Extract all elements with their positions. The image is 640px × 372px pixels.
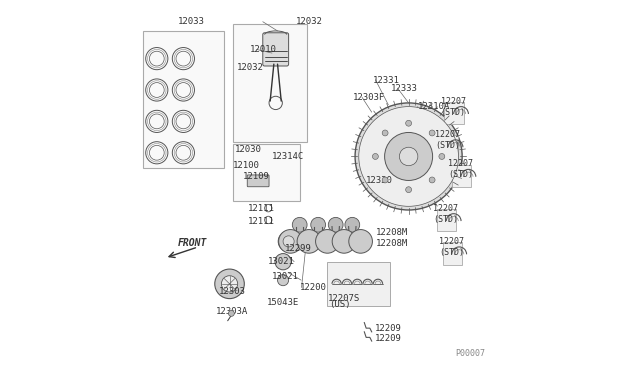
Circle shape <box>316 230 339 253</box>
Text: FRONT: FRONT <box>178 238 207 248</box>
FancyBboxPatch shape <box>247 175 269 187</box>
Text: 12207: 12207 <box>435 130 460 139</box>
Circle shape <box>429 177 435 183</box>
Circle shape <box>292 217 307 232</box>
Text: 12208M: 12208M <box>376 228 408 237</box>
Text: 12333: 12333 <box>391 84 418 93</box>
Text: 12207: 12207 <box>448 159 473 169</box>
Text: (US): (US) <box>329 300 351 309</box>
Text: (STD): (STD) <box>433 215 458 224</box>
Text: 12207S: 12207S <box>328 294 360 303</box>
FancyBboxPatch shape <box>452 165 471 187</box>
Circle shape <box>278 275 289 286</box>
Text: 12109: 12109 <box>243 172 269 181</box>
Circle shape <box>332 230 356 253</box>
Circle shape <box>399 147 418 166</box>
Text: 12100: 12100 <box>233 161 260 170</box>
Text: 12314C: 12314C <box>272 152 304 161</box>
Text: (STD): (STD) <box>439 248 464 257</box>
Circle shape <box>345 217 360 232</box>
FancyBboxPatch shape <box>233 23 307 142</box>
Text: (STD): (STD) <box>441 108 466 117</box>
Circle shape <box>372 154 378 160</box>
Circle shape <box>439 154 445 160</box>
Text: 12111: 12111 <box>248 217 275 225</box>
Circle shape <box>228 310 234 316</box>
Circle shape <box>275 254 291 270</box>
Text: 13021: 13021 <box>268 257 295 266</box>
Text: 12207: 12207 <box>433 203 458 213</box>
Text: 12209: 12209 <box>374 324 401 333</box>
Circle shape <box>355 103 462 210</box>
Text: (STD): (STD) <box>448 170 473 179</box>
Text: 15043E: 15043E <box>266 298 299 307</box>
Circle shape <box>278 230 302 253</box>
Text: 12010: 12010 <box>250 45 276 54</box>
FancyBboxPatch shape <box>437 209 456 231</box>
Circle shape <box>359 107 458 206</box>
Text: 12331: 12331 <box>372 76 399 85</box>
Text: 12111: 12111 <box>248 203 275 213</box>
Text: 12032: 12032 <box>237 63 264 72</box>
Text: 12330: 12330 <box>366 176 393 185</box>
FancyBboxPatch shape <box>328 262 390 306</box>
Circle shape <box>328 217 343 232</box>
Text: 12207: 12207 <box>439 237 464 246</box>
Circle shape <box>297 230 321 253</box>
FancyBboxPatch shape <box>143 31 224 167</box>
Text: P00007: P00007 <box>455 350 484 359</box>
Circle shape <box>406 187 412 193</box>
Circle shape <box>215 269 244 299</box>
Circle shape <box>278 231 299 252</box>
Text: 12303: 12303 <box>218 287 245 296</box>
FancyBboxPatch shape <box>263 33 289 66</box>
FancyBboxPatch shape <box>444 102 463 124</box>
Text: 12207: 12207 <box>441 97 466 106</box>
Text: 12033: 12033 <box>178 17 205 26</box>
Circle shape <box>382 130 388 136</box>
Text: 12032: 12032 <box>296 17 323 26</box>
Circle shape <box>429 130 435 136</box>
FancyBboxPatch shape <box>439 135 458 158</box>
Text: 13021: 13021 <box>272 272 299 281</box>
Circle shape <box>221 276 237 292</box>
Circle shape <box>385 132 433 180</box>
Text: 12303A: 12303A <box>216 307 248 316</box>
FancyBboxPatch shape <box>443 243 462 264</box>
Circle shape <box>283 236 294 247</box>
Circle shape <box>311 217 326 232</box>
Text: 12208M: 12208M <box>376 239 408 248</box>
Text: 12303F: 12303F <box>353 93 385 102</box>
Text: (STD): (STD) <box>435 141 460 150</box>
Text: 12209: 12209 <box>374 334 401 343</box>
Circle shape <box>382 177 388 183</box>
Circle shape <box>349 230 372 253</box>
Text: 12200: 12200 <box>300 283 326 292</box>
FancyBboxPatch shape <box>233 144 300 201</box>
Text: 12310A: 12310A <box>418 102 450 111</box>
Text: 12299: 12299 <box>285 244 312 253</box>
Text: 12030: 12030 <box>235 145 262 154</box>
Circle shape <box>406 120 412 126</box>
